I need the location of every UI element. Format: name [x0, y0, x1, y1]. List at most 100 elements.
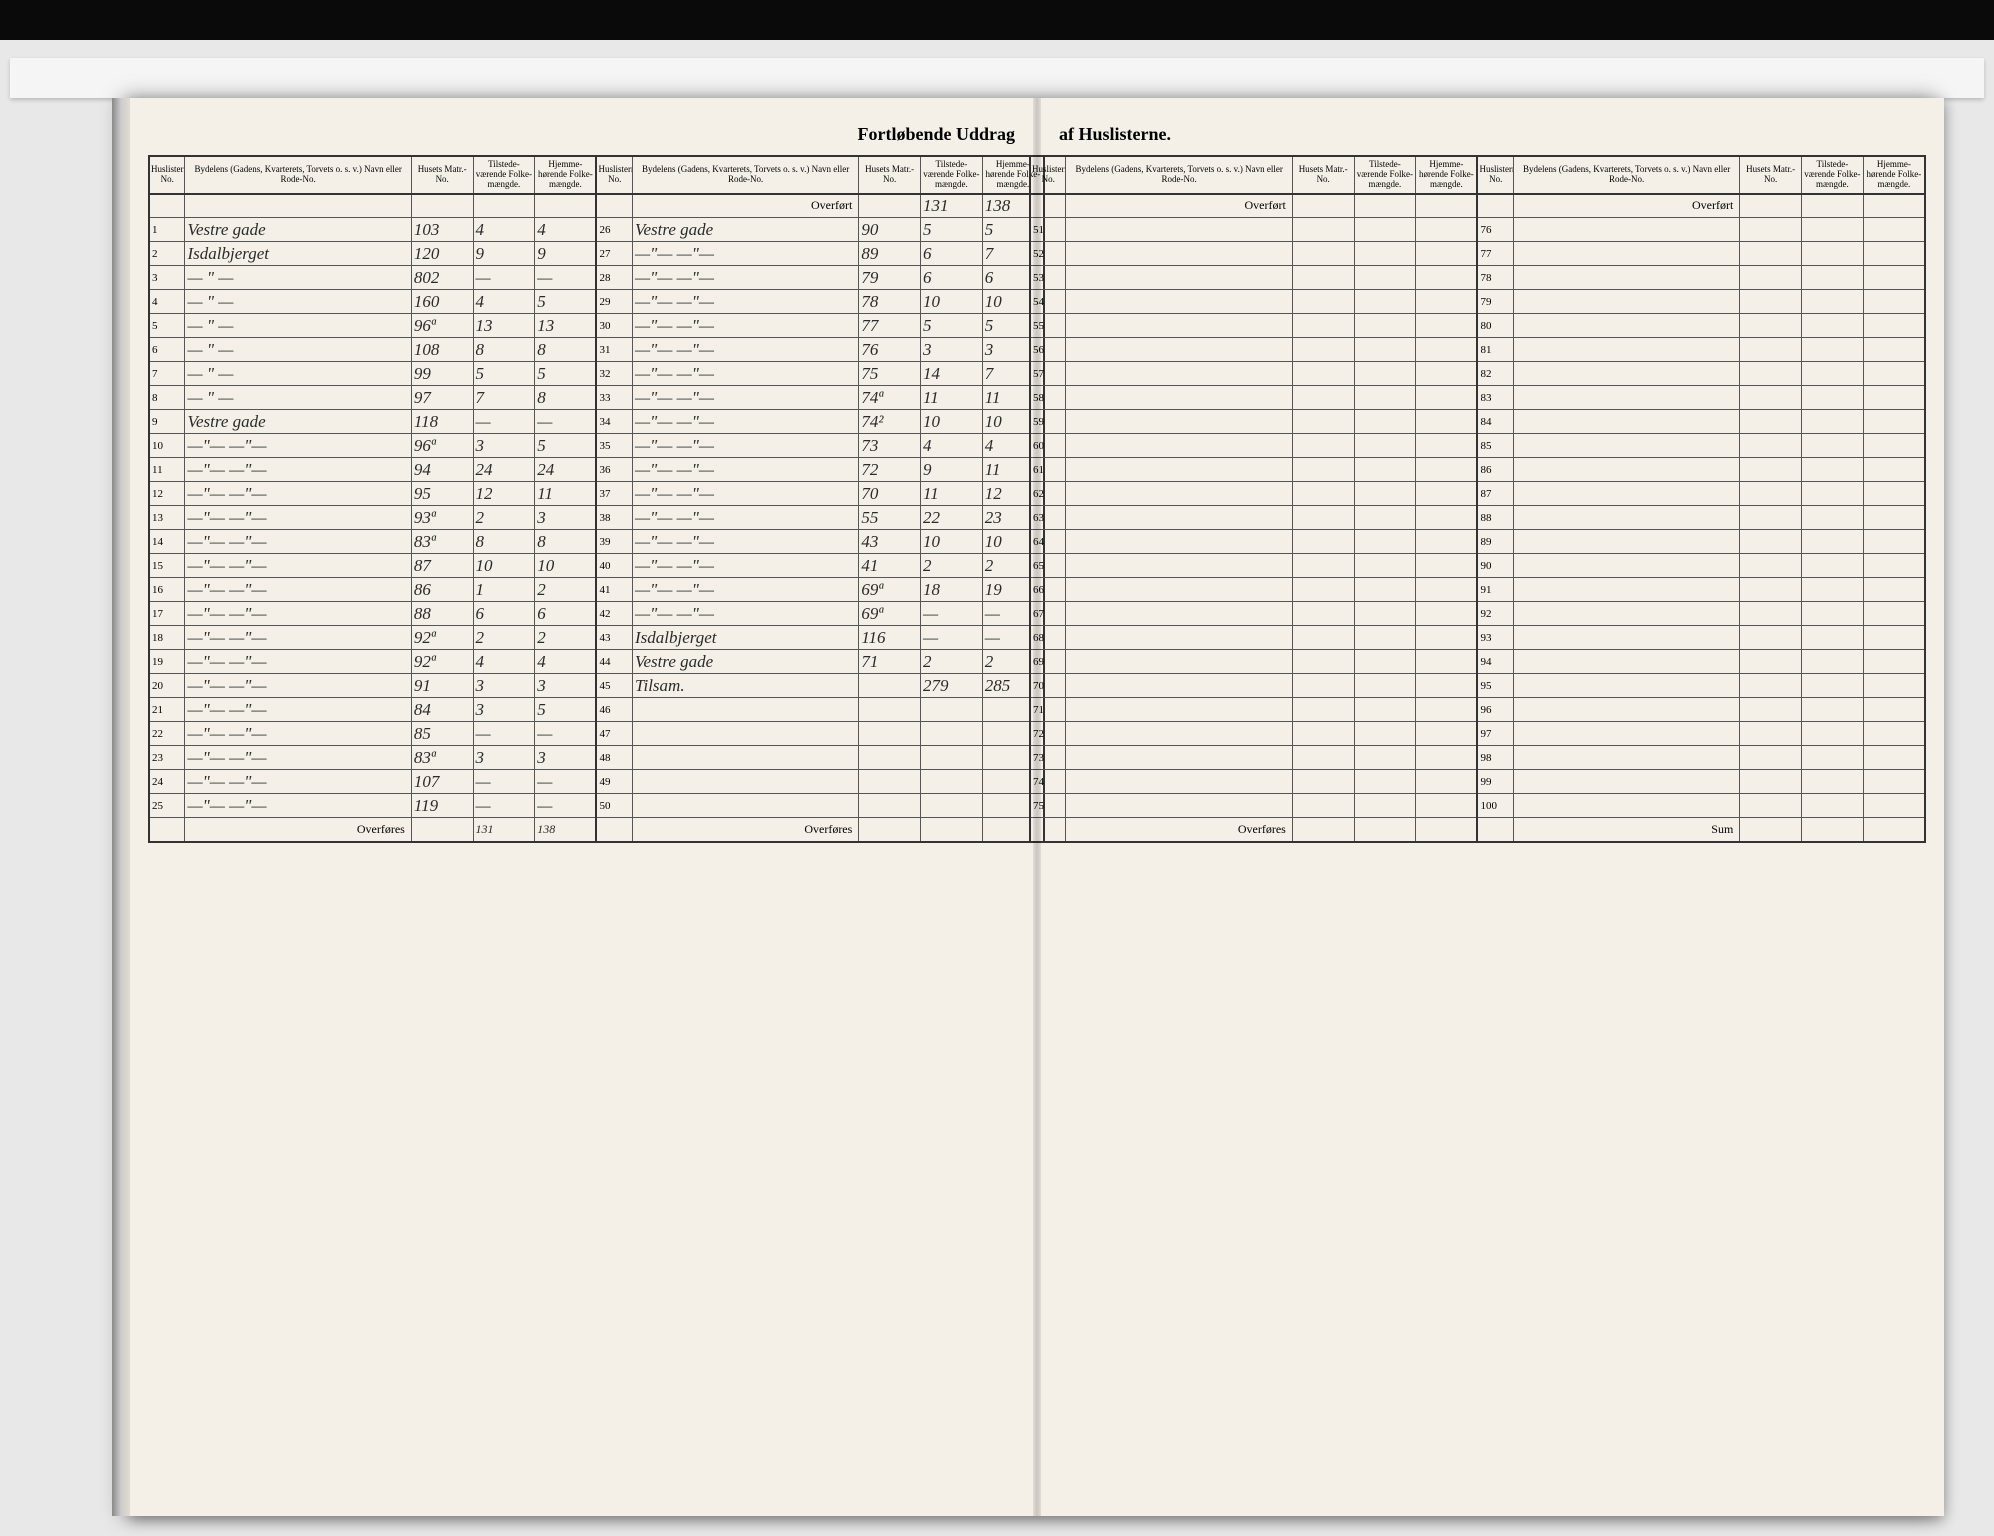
row-index: 7	[149, 362, 185, 386]
cell-name: —"— —"—	[185, 506, 411, 530]
cell-name: —"— —"—	[185, 770, 411, 794]
cell-matr: 119	[411, 794, 473, 818]
cell-pop1	[1354, 794, 1416, 818]
row-index: 19	[149, 650, 185, 674]
cell-pop2	[1863, 434, 1925, 458]
cell-matr	[1740, 482, 1802, 506]
cell-name	[1066, 746, 1292, 770]
footer-b: 138	[535, 818, 597, 842]
cell-name: —"— —"—	[185, 434, 411, 458]
cell-matr	[1292, 602, 1354, 626]
cell-pop1	[1354, 770, 1416, 794]
cell-pop1: 8	[473, 338, 535, 362]
cell-name: Vestre gade	[185, 410, 411, 434]
cell-name	[1066, 242, 1292, 266]
row-index: 22	[149, 722, 185, 746]
table-row: 7398	[1030, 746, 1925, 770]
cell-pop2	[1416, 530, 1478, 554]
cell-name: — " —	[185, 338, 411, 362]
row-index: 8	[149, 386, 185, 410]
table-row: 10—"— —"—96ª3535—"— —"—7344	[149, 434, 1044, 458]
cell-matr	[1740, 650, 1802, 674]
cell-name	[1066, 338, 1292, 362]
cell-name	[1513, 290, 1739, 314]
table-row: 6— " —1088831—"— —"—7633	[149, 338, 1044, 362]
cell-name: —"— —"—	[632, 530, 858, 554]
table-row: 5883	[1030, 386, 1925, 410]
sum-label: Sum	[1513, 818, 1739, 842]
overfores-label: Overføres	[632, 818, 858, 842]
cell-pop1: 10	[921, 290, 983, 314]
cell-name	[1513, 674, 1739, 698]
page-title-left: Fortløbende Uddrag	[148, 118, 1045, 155]
cell-matr: 71	[859, 650, 921, 674]
cell-pop1	[921, 722, 983, 746]
cell-pop1	[1802, 482, 1864, 506]
cell-pop2: 2	[535, 626, 597, 650]
cell-name	[1513, 554, 1739, 578]
table-row: 6691	[1030, 578, 1925, 602]
cell-matr	[1740, 218, 1802, 242]
cell-pop2	[1416, 794, 1478, 818]
row-index: 97	[1477, 722, 1513, 746]
cell-pop1: 3	[473, 674, 535, 698]
cell-matr: 87	[411, 554, 473, 578]
row-index: 23	[149, 746, 185, 770]
row-index: 77	[1477, 242, 1513, 266]
cell-pop1	[1354, 434, 1416, 458]
cell-pop1: 2	[473, 506, 535, 530]
cell-matr	[1740, 434, 1802, 458]
cell-pop1: 4	[921, 434, 983, 458]
cell-pop2: 24	[535, 458, 597, 482]
cell-pop1	[921, 794, 983, 818]
row-index: 78	[1477, 266, 1513, 290]
cell-name: Vestre gade	[632, 650, 858, 674]
cell-pop1	[1802, 362, 1864, 386]
cell-pop1: 10	[473, 554, 535, 578]
cell-pop1	[1354, 458, 1416, 482]
cell-pop2	[1416, 602, 1478, 626]
cell-pop2	[1416, 290, 1478, 314]
header-row: Huslisternes No. Bydelens (Gadens, Kvart…	[149, 156, 1044, 194]
cell-pop1	[1802, 578, 1864, 602]
cell-name	[1066, 506, 1292, 530]
cell-name: —"— —"—	[185, 674, 411, 698]
table-row: 6287	[1030, 482, 1925, 506]
table-row: 4— " —1604529—"— —"—781010	[149, 290, 1044, 314]
cell-name: —"— —"—	[185, 746, 411, 770]
table-row: 22—"— —"—85——47	[149, 722, 1044, 746]
cell-pop1: —	[473, 770, 535, 794]
cell-name: Vestre gade	[185, 218, 411, 242]
row-index: 37	[596, 482, 632, 506]
cell-pop1	[1354, 266, 1416, 290]
cell-name	[1066, 554, 1292, 578]
cell-name	[1066, 458, 1292, 482]
cell-name: —"— —"—	[185, 794, 411, 818]
table-row: 11—"— —"—94242436—"— —"—72911	[149, 458, 1044, 482]
cell-matr	[1292, 386, 1354, 410]
cell-pop2: —	[535, 770, 597, 794]
row-index: 28	[596, 266, 632, 290]
cell-pop2: 2	[535, 578, 597, 602]
cell-matr: 88	[411, 602, 473, 626]
cell-pop2: 4	[535, 218, 597, 242]
scanner-top-bar	[0, 0, 1994, 40]
row-index: 24	[149, 770, 185, 794]
cell-matr	[1292, 338, 1354, 362]
row-index: 6	[149, 338, 185, 362]
cell-name	[632, 746, 858, 770]
cell-name: —"— —"—	[632, 554, 858, 578]
cell-name	[1066, 602, 1292, 626]
cell-name	[1513, 770, 1739, 794]
cell-pop2: 11	[535, 482, 597, 506]
row-index: 21	[149, 698, 185, 722]
cell-pop1	[1802, 266, 1864, 290]
cell-pop1	[1802, 458, 1864, 482]
cell-matr	[1292, 746, 1354, 770]
cell-name	[1513, 410, 1739, 434]
cell-matr: 802	[411, 266, 473, 290]
table-row: 75100	[1030, 794, 1925, 818]
cell-matr	[1292, 218, 1354, 242]
cell-pop2: 8	[535, 338, 597, 362]
row-index: 31	[596, 338, 632, 362]
